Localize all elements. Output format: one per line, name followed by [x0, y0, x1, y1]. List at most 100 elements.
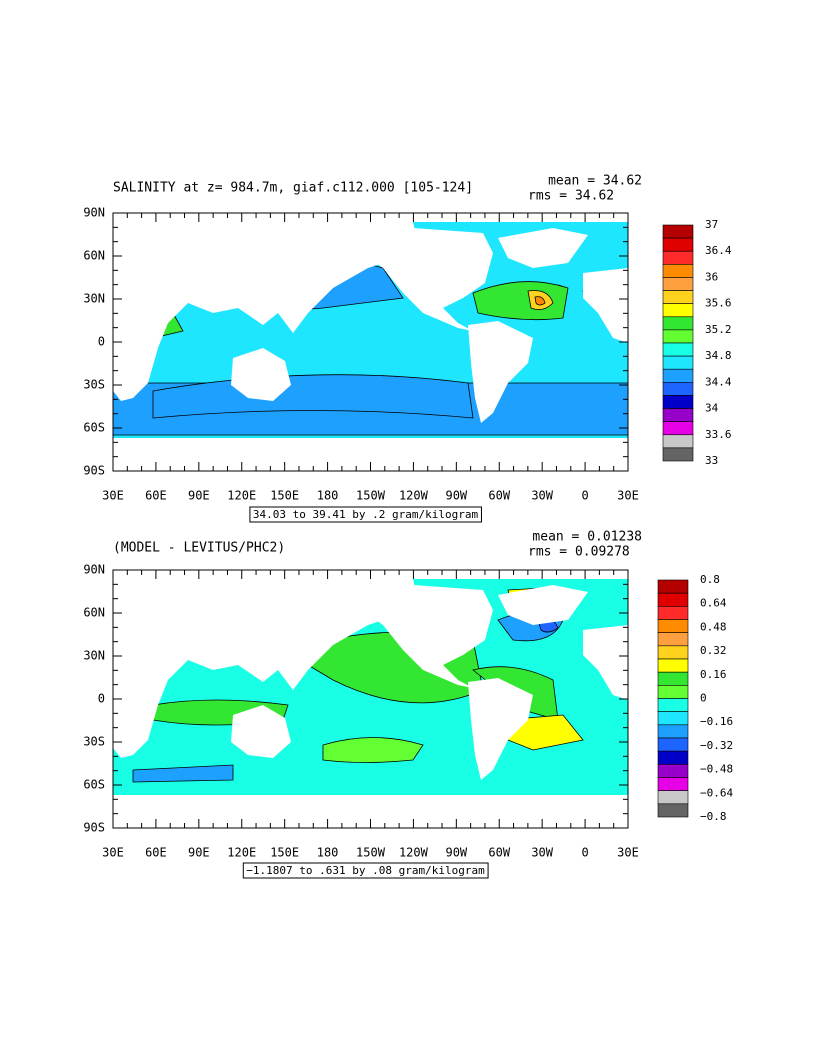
lon-label: 120W	[399, 846, 429, 860]
colorbar-box	[657, 790, 689, 805]
range-box	[249, 506, 482, 523]
lon-label: 60W	[488, 489, 510, 503]
lon-label: 60W	[488, 846, 510, 860]
map	[112, 213, 629, 471]
colorbar-label: 34.8	[705, 349, 732, 362]
lon-label: 30E	[102, 489, 124, 503]
colorbar-box	[662, 395, 694, 409]
lon-label: 30E	[102, 846, 124, 860]
colorbar-label: 33.6	[705, 428, 732, 441]
contour	[472, 666, 559, 721]
colorbar-box	[657, 606, 689, 620]
colorbar-box	[657, 724, 689, 739]
colorbar-box	[657, 764, 689, 778]
range-label: 34.03 to 39.41 by .2 gram/kilogram	[253, 508, 479, 521]
lon-label: 60E	[145, 489, 167, 503]
colorbar-box	[657, 579, 689, 594]
colorbar-label: −0.32	[700, 739, 733, 752]
lon-label: 30E	[617, 846, 639, 860]
colorbar-label: 0.48	[700, 620, 727, 633]
lat-label: 30S	[83, 735, 105, 749]
colorbar-box	[662, 447, 694, 462]
lon-label: 30W	[531, 489, 553, 503]
lon-label: 90W	[445, 846, 467, 860]
colorbar-label: −0.8	[700, 810, 727, 823]
colorbar-box	[657, 658, 689, 673]
lat-label: 0	[98, 335, 105, 349]
contour	[132, 764, 234, 783]
colorbar-box	[657, 737, 689, 752]
colorbar-label: −0.16	[700, 715, 733, 728]
colorbar-box	[657, 619, 689, 633]
lon-label: 150W	[356, 489, 386, 503]
colorbar-label: 35.6	[705, 297, 732, 310]
colorbar-box	[662, 329, 694, 344]
lon-label: 60E	[145, 846, 167, 860]
lat-label: 90S	[83, 821, 105, 835]
colorbar-box	[662, 316, 694, 331]
colorbar-label: 37	[705, 218, 718, 231]
colorbar-label: 36	[705, 270, 718, 283]
colorbar-box	[662, 382, 694, 396]
contour	[322, 737, 424, 763]
field-region	[473, 281, 568, 320]
colorbar-label: 0.32	[700, 644, 727, 657]
lat-label: 90S	[83, 464, 105, 478]
lon-label: 180	[317, 846, 339, 860]
lon-label: 120E	[227, 489, 256, 503]
colorbar-label: 0	[700, 692, 707, 705]
range-label: −1.1807 to .631 by .08 gram/kilogram	[246, 864, 485, 877]
lon-label: 0	[581, 846, 588, 860]
contour	[534, 296, 546, 306]
lon-label: 0	[581, 489, 588, 503]
rms: rms = 34.62	[528, 189, 614, 204]
colorbar-box	[657, 685, 689, 699]
colorbar-label: −0.64	[700, 786, 733, 799]
colorbar-label: 0.16	[700, 668, 727, 681]
lat-label: 60S	[83, 778, 105, 792]
contour	[472, 281, 569, 321]
colorbar-label: 35.2	[705, 323, 732, 336]
contour	[527, 290, 554, 311]
lon-label: 120W	[399, 489, 429, 503]
panel-title: (MODEL - LEVITUS/PHC2)	[113, 541, 285, 556]
colorbar-box	[657, 777, 689, 791]
range-box	[242, 862, 489, 879]
panel-title: SALINITY at z= 984.7m, giaf.c112.000 [10…	[113, 181, 473, 196]
colorbar-box	[662, 368, 694, 383]
colorbar-box	[662, 277, 694, 291]
lon-label: 150W	[356, 846, 386, 860]
lat-label: 30N	[83, 649, 105, 663]
lat-label: 0	[98, 692, 105, 706]
lon-label: 120E	[227, 846, 256, 860]
map	[113, 570, 628, 828]
colorbar-box	[657, 671, 689, 686]
field-region	[133, 765, 233, 782]
lon-label: 30E	[617, 489, 639, 503]
field-region	[323, 737, 423, 763]
lon-label: 150E	[270, 489, 299, 503]
colorbar-box	[657, 750, 689, 765]
lon-label: 90W	[445, 489, 467, 503]
colorbar-box	[662, 355, 694, 370]
colorbar-label: 34	[705, 402, 719, 415]
colorbar-label: −0.48	[700, 763, 733, 776]
colorbar-box	[662, 290, 694, 304]
colorbar-box	[657, 698, 689, 712]
mean: mean = 34.62	[548, 174, 642, 189]
colorbar-label: 0.8	[700, 573, 720, 586]
colorbar-box	[657, 711, 689, 726]
rms: rms = 0.09278	[528, 545, 630, 560]
lon-label: 90E	[188, 846, 210, 860]
colorbar-box	[662, 250, 694, 265]
lat-label: 60N	[83, 249, 105, 263]
colorbar-label: 33	[705, 454, 718, 467]
colorbar-label: 0.64	[700, 597, 727, 610]
lon-label: 90E	[188, 489, 210, 503]
lat-label: 90N	[83, 563, 105, 577]
lat-label: 60N	[83, 606, 105, 620]
lon-label: 180	[317, 489, 339, 503]
colorbar-box	[662, 303, 694, 318]
lat-label: 60S	[83, 421, 105, 435]
